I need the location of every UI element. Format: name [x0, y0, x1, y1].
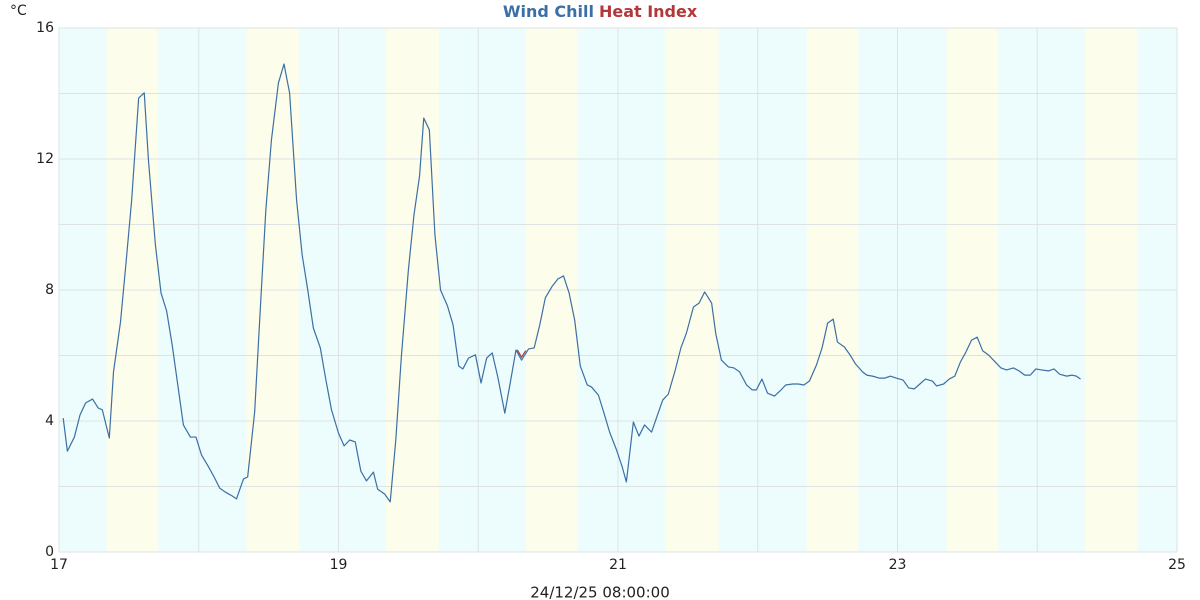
grid: [58, 27, 1178, 553]
y-tick-label: 12: [36, 151, 54, 167]
legend-entry: Wind Chill: [503, 2, 594, 21]
legend: Wind Chill Heat Index: [503, 2, 698, 21]
x-label: 24/12/25 08:00:00: [530, 584, 670, 600]
labels: 0 4 8 12 16 17 19 21 23 25: [36, 20, 1186, 573]
y-unit: °C: [10, 3, 27, 19]
legend-entry: Heat Index: [599, 2, 698, 21]
y-tick-label: 16: [36, 20, 54, 36]
y-tick-label: 4: [45, 413, 54, 429]
y-tick-label: 0: [45, 544, 54, 560]
lines: [62, 63, 1081, 503]
x-tick-label: 25: [1168, 557, 1186, 573]
x-tick-label: 21: [609, 557, 627, 573]
x-tick-label: 17: [50, 557, 68, 573]
x-tick-label: 23: [889, 557, 907, 573]
y-tick-label: 8: [45, 282, 54, 298]
series-line: [516, 349, 527, 358]
x-tick-label: 19: [330, 557, 348, 573]
series-line: [62, 63, 1081, 503]
